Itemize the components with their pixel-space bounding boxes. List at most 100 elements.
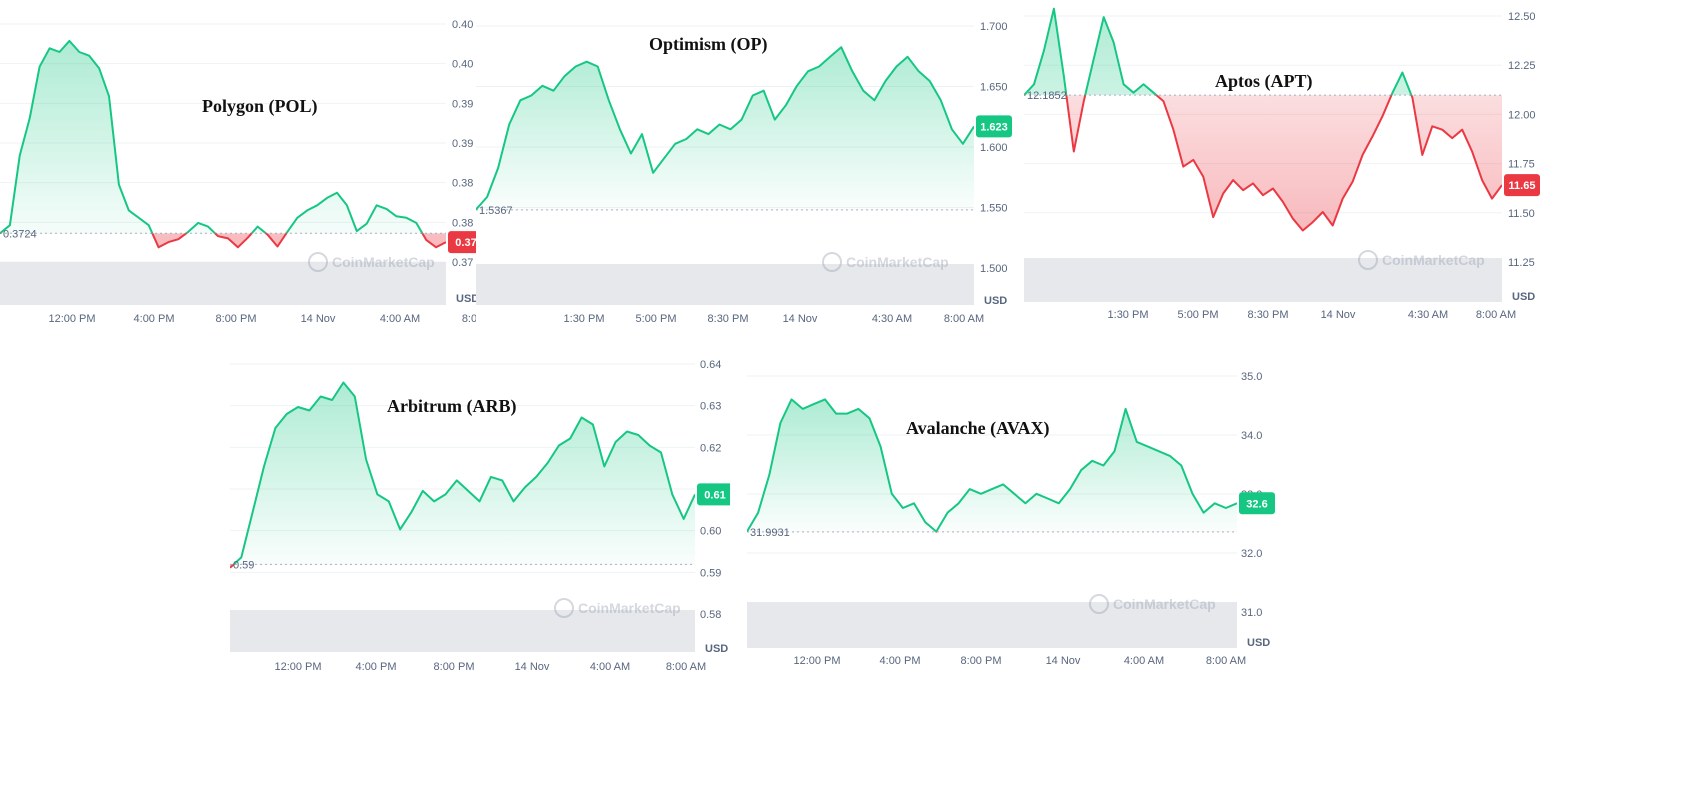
y-tick-label: 0.38 [452, 217, 473, 229]
y-tick-label: 32.0 [1241, 548, 1262, 560]
y-tick-label: 0.40 [452, 19, 473, 31]
x-tick-label: 14 Nov [1046, 655, 1081, 667]
watermark-text: CoinMarketCap [332, 254, 435, 270]
x-tick-label: 1:30 PM [564, 313, 605, 325]
coinmarketcap-watermark: CoinMarketCap [822, 252, 949, 272]
last-price-label: 0.61 [704, 489, 725, 501]
y-tick-label: 12.00 [1508, 109, 1536, 121]
watermark-text: CoinMarketCap [578, 600, 681, 616]
y-tick-label: 34.0 [1241, 430, 1262, 442]
y-tick-label: 11.25 [1508, 257, 1535, 269]
watermark-text: CoinMarketCap [1382, 252, 1485, 268]
x-tick-label: 14 Nov [783, 313, 818, 325]
last-price-tag [448, 231, 476, 254]
coinmarketcap-logo-icon [1358, 250, 1378, 270]
coinmarketcap-watermark: CoinMarketCap [1358, 250, 1485, 270]
open-price-label: 1.5367 [479, 205, 513, 217]
coinmarketcap-watermark: CoinMarketCap [554, 598, 681, 618]
area-above-open [747, 399, 1237, 532]
x-tick-label: 8:00 PM [434, 661, 475, 673]
open-price-label: 0.59 [233, 559, 254, 571]
chart-svg-apt: 12.1852 12.50 12.25 12.00 11.75 11.50 11.25 11.… [1024, 7, 1540, 321]
currency-label: USD [456, 293, 476, 305]
area-below-open [1024, 95, 1502, 231]
last-price-label: 32.6 [1246, 498, 1267, 510]
last-price-tag [697, 483, 730, 506]
chart-title-arb: Arbitrum (ARB) [387, 396, 517, 416]
chart-title-avax: Avalanche (AVAX) [906, 418, 1050, 438]
price-line-up [476, 46, 974, 210]
x-tick-label: 8:00 AM [666, 661, 706, 673]
y-tick-label: 11.50 [1508, 208, 1535, 220]
coinmarketcap-logo-icon [308, 252, 328, 272]
volume-band [1024, 258, 1502, 302]
x-tick-label: 12:00 PM [274, 661, 321, 673]
x-tick-label: 8:30 PM [708, 313, 749, 325]
x-tick-label: 4:30 AM [1408, 309, 1448, 321]
x-tick-label: 8:00 PM [216, 313, 257, 325]
area-below-open [0, 233, 446, 248]
chart-panel-op: 1.5367 1.700 1.650 1.600 1.550 1.500 1.623 USD 1… [476, 0, 1024, 330]
y-tick-label: 12.50 [1508, 11, 1536, 23]
y-tick-label: 0.39 [452, 98, 473, 110]
volume-band [230, 610, 695, 652]
last-price-tag [1239, 492, 1275, 515]
y-tick-label: 0.62 [700, 442, 721, 454]
x-tick-label: 4:00 AM [1124, 655, 1164, 667]
price-line-up [747, 398, 1237, 532]
currency-label: USD [1247, 637, 1270, 649]
chart-title-op: Optimism (OP) [649, 34, 768, 54]
currency-label: USD [1512, 291, 1535, 303]
x-tick-label: 14 Nov [515, 661, 550, 673]
y-tick-label: 1.700 [980, 21, 1008, 33]
area-above-open [233, 382, 695, 565]
x-tick-label: 8:00 AM [944, 313, 984, 325]
price-line-up [1024, 7, 1413, 96]
chart-svg-arb: 0.590.640.630.620.610.600.590.580.61USD1… [230, 359, 730, 673]
x-tick-label: 4:00 AM [590, 661, 630, 673]
y-tick-label: 31.0 [1241, 607, 1262, 619]
open-price-label: 0.3724 [3, 228, 37, 240]
price-line-up [0, 39, 424, 234]
x-tick-label: 4:30 AM [872, 313, 912, 325]
x-tick-label: 12:00 PM [793, 655, 840, 667]
x-tick-label: 5:00 PM [1178, 309, 1219, 321]
y-tick-label: 0.60 [700, 526, 721, 538]
currency-label: USD [705, 643, 728, 655]
y-tick-label: 0.40 [452, 59, 473, 71]
area-above-open [476, 47, 974, 210]
coinmarketcap-logo-icon [822, 252, 842, 272]
price-line-down [1024, 95, 1502, 232]
chart-title-pol: Polygon (POL) [202, 96, 318, 116]
y-tick-label: 0.63 [700, 401, 721, 413]
chart-panel-apt: 12.1852 12.50 12.25 12.00 11.75 11.50 11.25 11.… [1024, 0, 1544, 330]
y-tick-label: 0.37 [452, 257, 473, 269]
last-price-label: 1.623 [980, 121, 1008, 133]
chart-title-apt: Aptos (APT) [1215, 71, 1313, 91]
x-tick-label: 1:30 PM [1108, 309, 1149, 321]
y-tick-label: 1.600 [980, 142, 1008, 154]
coinmarketcap-watermark: CoinMarketCap [308, 252, 435, 272]
last-price-label: 0.37 [455, 237, 476, 249]
y-tick-label: 1.500 [980, 263, 1008, 275]
x-tick-label: 8:00 AM [1476, 309, 1516, 321]
area-above-open [0, 40, 446, 234]
chart-svg-op: 1.5367 1.700 1.650 1.600 1.550 1.500 1.623 USD 1… [476, 21, 1012, 325]
y-tick-label: 12.25 [1508, 60, 1536, 72]
y-tick-label: 0.58 [700, 609, 721, 621]
x-tick-label: 8:00 AM [462, 313, 476, 325]
coinmarketcap-logo-icon [1089, 594, 1109, 614]
y-tick-label: 35.0 [1241, 371, 1262, 383]
x-tick-label: 4:00 PM [356, 661, 397, 673]
y-tick-label: 0.38 [452, 178, 473, 190]
x-tick-label: 4:00 PM [134, 313, 175, 325]
last-price-tag [1504, 174, 1540, 197]
price-line-down [0, 233, 446, 249]
x-tick-label: 12:00 PM [48, 313, 95, 325]
y-tick-label: 0.64 [700, 359, 721, 371]
y-tick-label: 11.75 [1508, 159, 1535, 171]
chart-panel-pol: 0.3724 0.40 0.40 0.39 0.39 0.38 0.38 0.37 0.37 US… [0, 0, 476, 330]
chart-panel-avax: 31.993135.034.033.032.031.032.6USD12:00 … [747, 336, 1277, 676]
open-price-label: 12.1852 [1027, 90, 1067, 102]
y-tick-label: 1.550 [980, 203, 1008, 215]
